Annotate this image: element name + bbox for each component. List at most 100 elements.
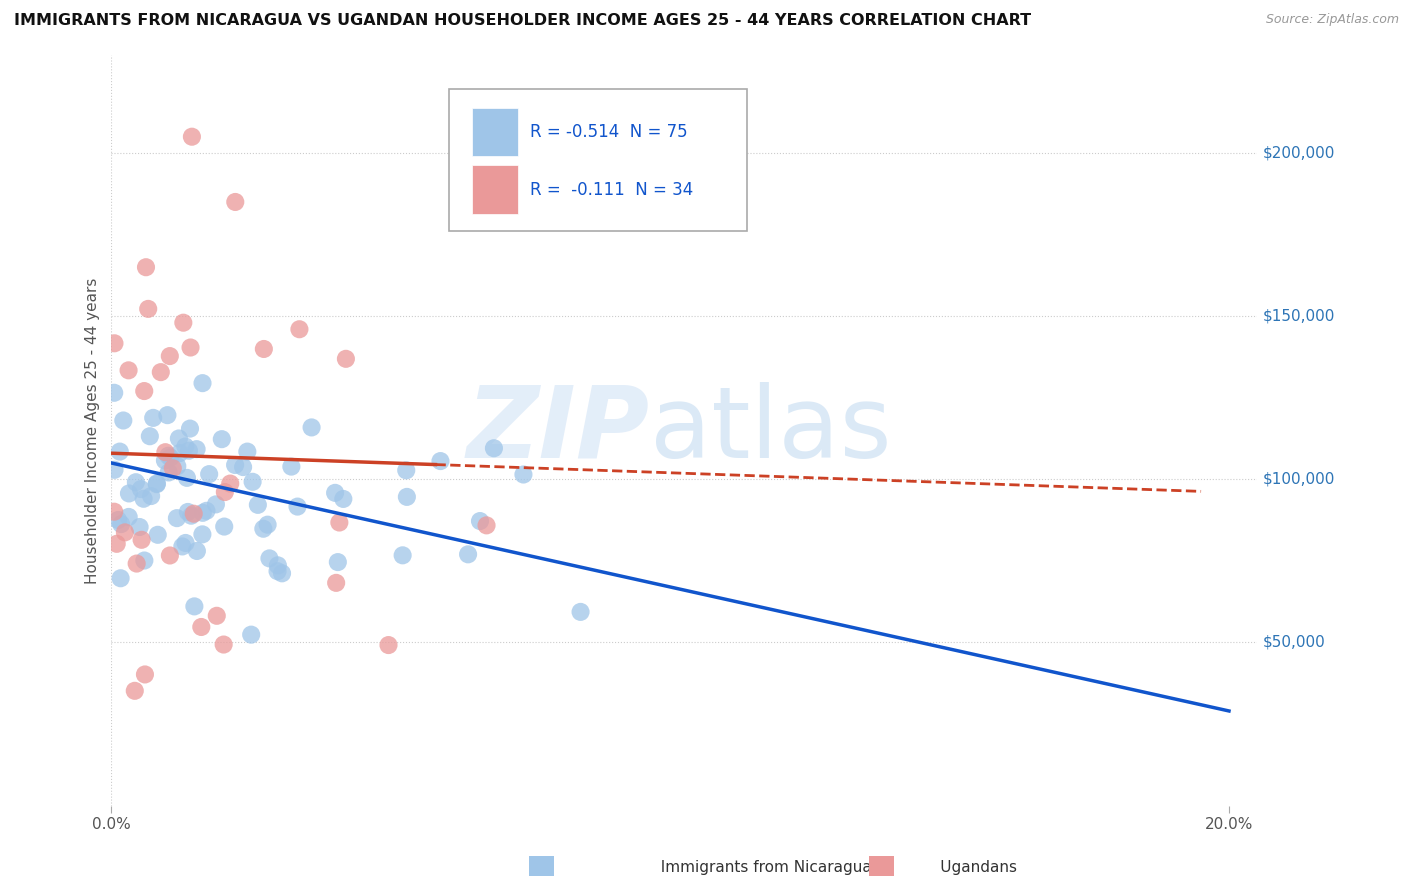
Point — [205, 497, 228, 511]
Point — [176, 471, 198, 485]
Point — [395, 463, 418, 477]
Point — [267, 558, 290, 573]
Point — [219, 476, 242, 491]
Point — [156, 408, 179, 422]
Point — [114, 525, 136, 540]
Point — [180, 129, 202, 144]
Point — [326, 555, 349, 569]
Point — [325, 575, 347, 590]
Point — [134, 553, 156, 567]
Text: atlas: atlas — [650, 382, 891, 479]
Point — [166, 511, 188, 525]
Point — [186, 544, 208, 558]
Point — [253, 342, 276, 356]
Point — [395, 490, 418, 504]
Point — [125, 557, 148, 571]
Point — [328, 516, 350, 530]
Point — [134, 384, 156, 398]
Point — [212, 519, 235, 533]
Point — [139, 429, 162, 443]
Point — [172, 540, 194, 554]
Point — [211, 432, 233, 446]
Point — [118, 486, 141, 500]
Point — [110, 571, 132, 585]
Point — [159, 549, 181, 563]
Point — [332, 491, 354, 506]
Point — [153, 453, 176, 467]
Point — [107, 513, 129, 527]
Bar — [472, 165, 517, 214]
Point — [136, 301, 159, 316]
Point — [103, 505, 125, 519]
Point — [205, 608, 228, 623]
Point — [186, 442, 208, 457]
Point — [174, 536, 197, 550]
Point — [167, 432, 190, 446]
Point — [335, 351, 357, 366]
Point — [195, 504, 218, 518]
Point — [301, 420, 323, 434]
Point — [110, 517, 132, 532]
Point — [242, 475, 264, 489]
Point — [146, 528, 169, 542]
Point — [457, 547, 479, 561]
Point — [146, 476, 169, 491]
Point — [177, 443, 200, 458]
Point — [475, 518, 498, 533]
Point — [139, 489, 162, 503]
Point — [131, 533, 153, 547]
Point — [132, 491, 155, 506]
Point — [191, 506, 214, 520]
Point — [180, 341, 202, 355]
Point — [135, 260, 157, 275]
Point — [232, 460, 254, 475]
Y-axis label: Householder Income Ages 25 - 44 years: Householder Income Ages 25 - 44 years — [86, 277, 100, 583]
Point — [236, 444, 259, 458]
Point — [142, 410, 165, 425]
Point — [377, 638, 399, 652]
Text: $100,000: $100,000 — [1263, 472, 1336, 487]
Point — [118, 510, 141, 524]
Bar — [472, 108, 517, 156]
Point — [190, 620, 212, 634]
Text: IMMIGRANTS FROM NICARAGUA VS UGANDAN HOUSEHOLDER INCOME AGES 25 - 44 YEARS CORRE: IMMIGRANTS FROM NICARAGUA VS UGANDAN HOU… — [14, 13, 1031, 29]
Point — [172, 316, 194, 330]
Point — [266, 564, 288, 578]
Point — [569, 605, 592, 619]
Point — [174, 440, 197, 454]
Point — [271, 566, 294, 581]
Text: $150,000: $150,000 — [1263, 309, 1336, 324]
Point — [198, 467, 221, 482]
Point — [429, 454, 451, 468]
Text: $50,000: $50,000 — [1263, 635, 1326, 650]
Point — [468, 514, 491, 528]
Point — [224, 458, 246, 472]
Text: $200,000: $200,000 — [1263, 145, 1336, 161]
Point — [157, 449, 180, 463]
Point — [224, 194, 246, 209]
Point — [212, 638, 235, 652]
Point — [179, 421, 201, 435]
Point — [191, 527, 214, 541]
Point — [124, 683, 146, 698]
Point — [166, 459, 188, 474]
Point — [183, 599, 205, 614]
Text: R = -0.514  N = 75: R = -0.514 N = 75 — [530, 123, 688, 141]
Text: R =  -0.111  N = 34: R = -0.111 N = 34 — [530, 181, 693, 199]
Point — [183, 507, 205, 521]
Text: ZIP: ZIP — [467, 382, 650, 479]
Point — [246, 498, 269, 512]
Point — [146, 477, 169, 491]
Point — [105, 537, 128, 551]
Point — [112, 413, 135, 427]
Point — [240, 628, 263, 642]
Point — [482, 441, 505, 455]
Point — [169, 446, 191, 460]
Point — [134, 667, 156, 681]
Point — [256, 517, 278, 532]
Point — [157, 466, 180, 480]
Point — [259, 551, 281, 566]
Point — [191, 376, 214, 391]
Point — [103, 463, 125, 477]
Point — [288, 322, 311, 336]
